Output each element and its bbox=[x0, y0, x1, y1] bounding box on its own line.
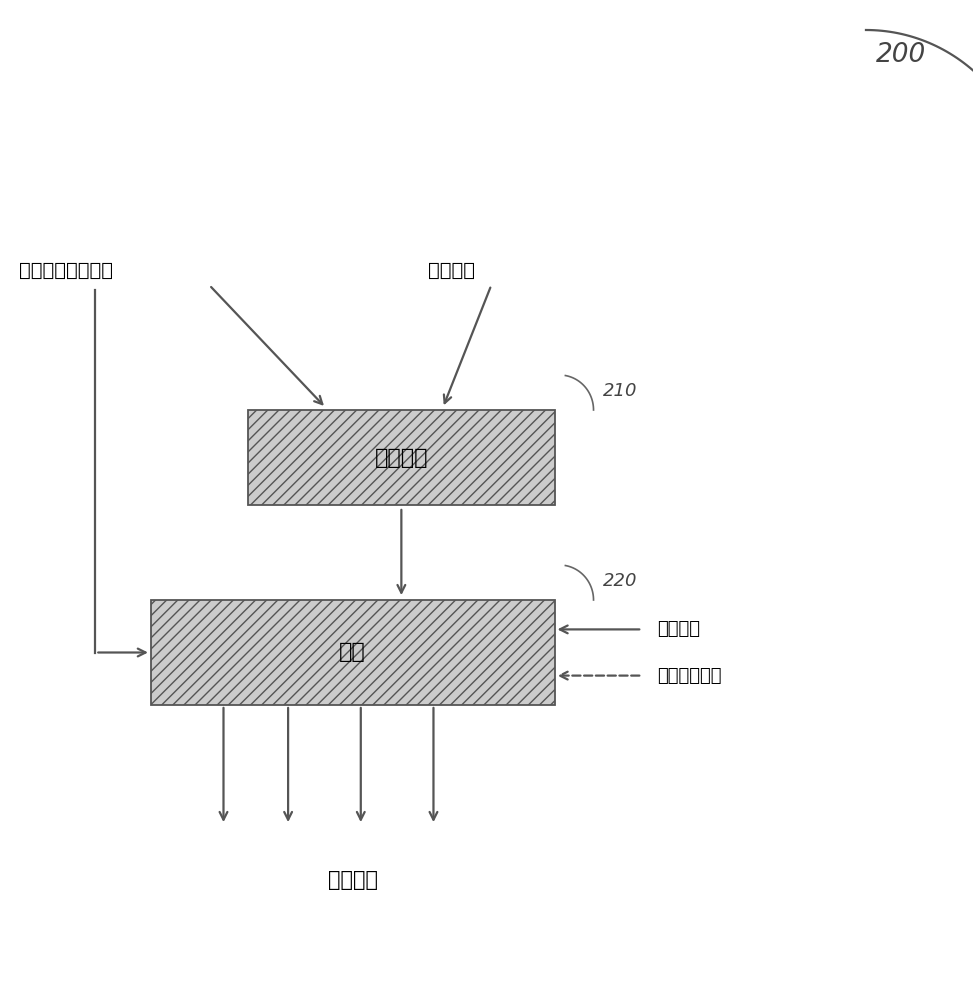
Text: 220: 220 bbox=[603, 572, 637, 589]
Text: 地面实况代理: 地面实况代理 bbox=[657, 667, 721, 685]
Text: 训练: 训练 bbox=[340, 643, 366, 662]
FancyBboxPatch shape bbox=[248, 410, 555, 505]
Text: 200: 200 bbox=[876, 42, 926, 68]
Text: 装置数据: 装置数据 bbox=[428, 260, 475, 279]
Text: 多个模型: 多个模型 bbox=[328, 870, 378, 890]
Text: 特征提取: 特征提取 bbox=[375, 448, 428, 468]
Text: 来自服务器的数据: 来自服务器的数据 bbox=[19, 260, 114, 279]
Text: 210: 210 bbox=[603, 382, 637, 400]
FancyBboxPatch shape bbox=[151, 600, 555, 705]
Text: 地面实况: 地面实况 bbox=[657, 620, 700, 638]
